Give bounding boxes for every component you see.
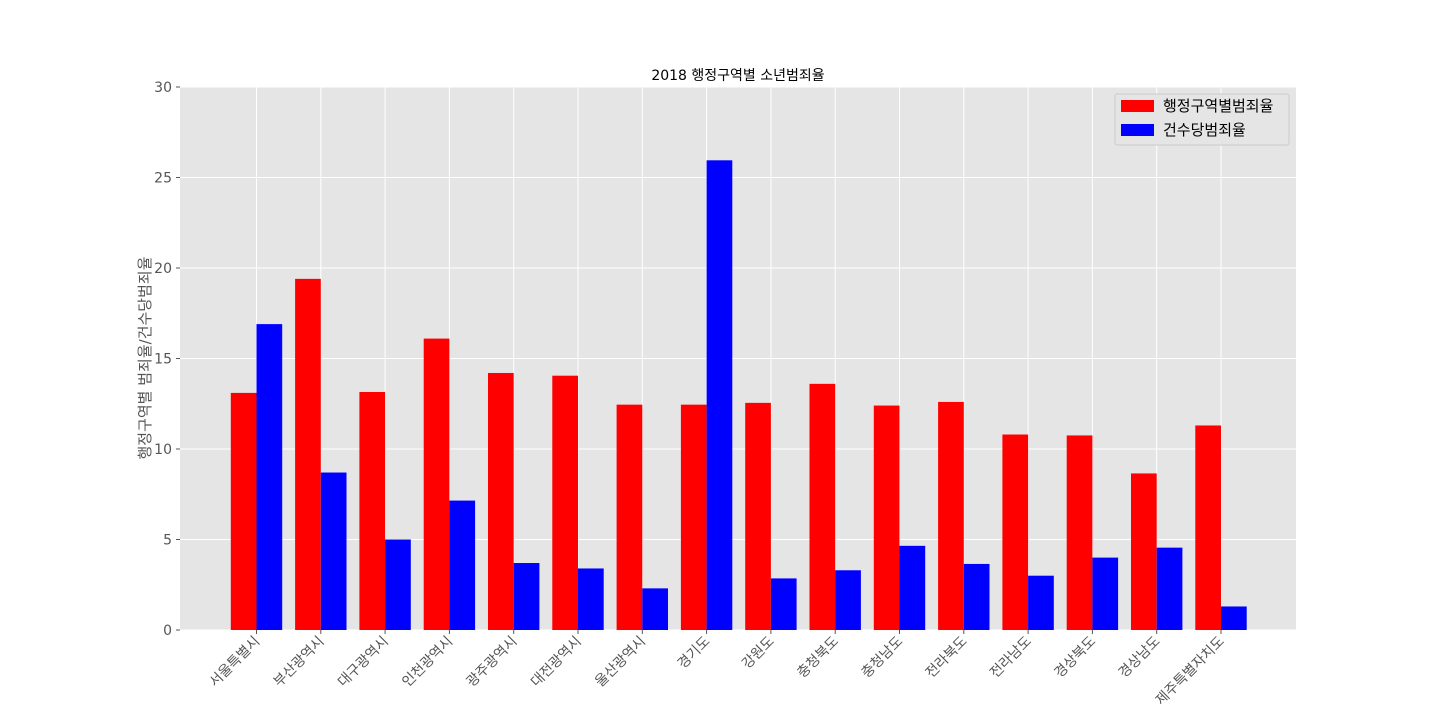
bar-series0-13 [1066,435,1093,630]
y-axis-label: 행정구역별 범죄율/건수당범죄율 [136,256,154,459]
legend-label-0: 행정구역별범죄율 [1163,97,1273,115]
bar-series1-14 [1156,547,1183,630]
chart-title: 2018 행정구역별 소년범죄율 [651,68,824,84]
x-axis-ticks: 서울특별시 부산광역시 대구광역시 인천광역시 광주광역시 대전광역시 울산광역시 경기도 강원… [206,630,1228,709]
x-tick-label-7: 경기도 [675,633,714,672]
bar-series1-1 [320,472,347,630]
x-tick-label-8: 강원도 [739,633,778,672]
y-tick-label-1: 5 [163,533,172,549]
x-tick-label-15: 제주특별자치도 [1153,633,1228,708]
x-tick-label-0: 서울특별시 [206,634,263,691]
bar-series0-11 [938,401,964,630]
y-tick-label-2: 10 [154,442,172,458]
bar-series1-13 [1092,557,1119,630]
legend: 행정구역별범죄율 건수당범죄율 [1114,93,1290,146]
x-tick-label-14: 경상남도 [1116,633,1164,681]
bar-series0-10 [873,405,900,630]
bar-series0-4 [488,372,514,630]
x-tick-label-12: 전라남도 [987,633,1035,681]
bar-series0-14 [1131,473,1157,630]
bar-series1-2 [385,539,411,630]
y-tick-label-0: 0 [163,623,172,639]
bar-series0-12 [1002,434,1029,630]
x-tick-label-13: 경상북도 [1051,633,1099,681]
y-tick-label-6: 30 [154,80,172,96]
legend-label-1: 건수당범죄율 [1163,121,1246,139]
bar-series1-0 [256,324,283,630]
bar-series0-2 [359,391,386,630]
y-axis-ticks: 0 5 10 15 20 25 30 [154,80,180,639]
bar-series0-0 [230,392,257,630]
bar-series0-3 [423,338,450,630]
bar-series1-10 [899,545,926,630]
y-tick-label-5: 25 [154,171,172,187]
y-tick-label-4: 20 [154,261,172,277]
x-tick-label-4: 광주광역시 [464,634,521,691]
bar-series1-7 [706,160,733,630]
x-tick-label-1: 부산광역시 [271,634,328,691]
bar-series0-6 [616,404,643,630]
x-tick-label-10: 충청남도 [859,633,907,681]
bars [230,160,1247,630]
legend-swatch-1 [1121,124,1154,136]
bar-series0-5 [552,375,578,630]
x-tick-label-6: 울산광역시 [592,634,649,691]
bar-series0-7 [680,404,707,630]
bar-series1-5 [578,568,604,630]
x-tick-label-11: 전라북도 [923,633,971,681]
x-tick-label-3: 인천광역시 [399,634,456,691]
x-tick-label-2: 대구광역시 [335,634,392,691]
bar-series1-3 [449,500,476,630]
bar-series0-8 [745,402,771,630]
bar-series1-6 [642,588,668,630]
bar-series0-9 [809,383,836,630]
x-tick-label-9: 충청북도 [794,633,842,681]
bar-series1-4 [513,563,540,630]
legend-frame [1114,93,1290,146]
bar-series1-11 [963,563,990,630]
bar-series1-15 [1221,606,1247,630]
bar-series0-1 [295,278,321,630]
bar-series1-9 [835,570,861,630]
bar-series1-12 [1028,575,1054,630]
bar-series0-15 [1195,425,1221,630]
bar-series1-8 [770,578,797,630]
x-tick-label-5: 대전광역시 [528,634,585,691]
y-tick-label-3: 15 [154,352,172,368]
legend-swatch-0 [1121,100,1154,112]
